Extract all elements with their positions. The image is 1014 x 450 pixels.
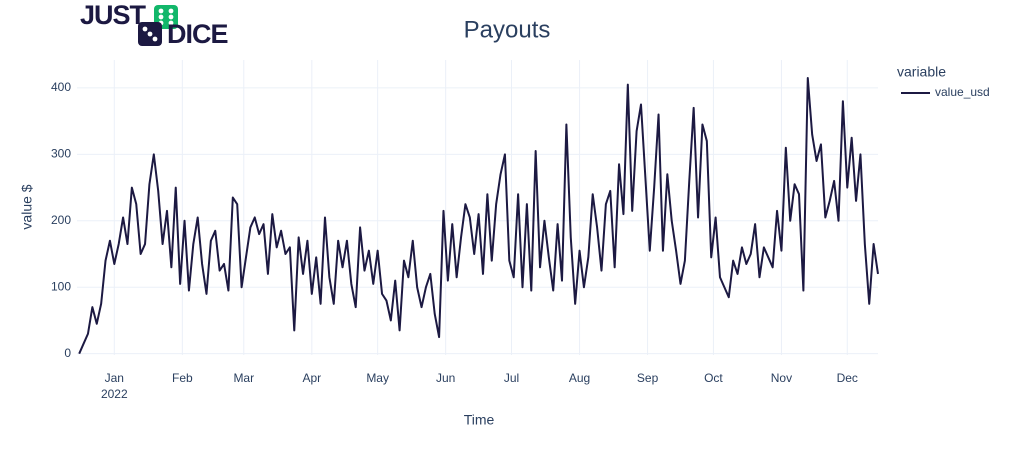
y-axis-label: value $ — [19, 184, 35, 229]
x-tick-label: Jul — [504, 371, 519, 385]
x-tick-label: Mar — [233, 371, 254, 385]
x-tick-label: Aug — [569, 371, 590, 385]
logo-top: JUST — [80, 0, 147, 30]
y-tick-label: 0 — [64, 346, 71, 360]
x-tick-label: Dec — [837, 371, 858, 385]
chart-title: Payouts — [464, 16, 551, 43]
x-tick-label: Jan — [105, 371, 124, 385]
line — [78, 76, 879, 355]
x-tick-label: Oct — [704, 371, 723, 385]
y-tick-label: 200 — [51, 213, 71, 227]
x-tick-label: Sep — [637, 371, 659, 385]
x-axis-label: Time — [464, 412, 495, 428]
logo-bottom: DICE — [167, 19, 228, 49]
x-year-label: 2022 — [101, 387, 128, 401]
legend-label: value_usd — [935, 85, 990, 99]
y-tick-label: 100 — [51, 279, 71, 293]
x-tick-label: Nov — [771, 371, 792, 385]
y-tick-label: 300 — [51, 147, 71, 161]
x-tick-label: Apr — [302, 371, 321, 385]
legend-title: variable — [897, 64, 946, 80]
x-tick-label: Jun — [436, 371, 455, 385]
x-tick-label: May — [366, 371, 389, 385]
y-tick-label: 400 — [51, 80, 71, 94]
x-tick-label: Feb — [172, 371, 193, 385]
logo: JUST DICE — [80, 0, 229, 49]
